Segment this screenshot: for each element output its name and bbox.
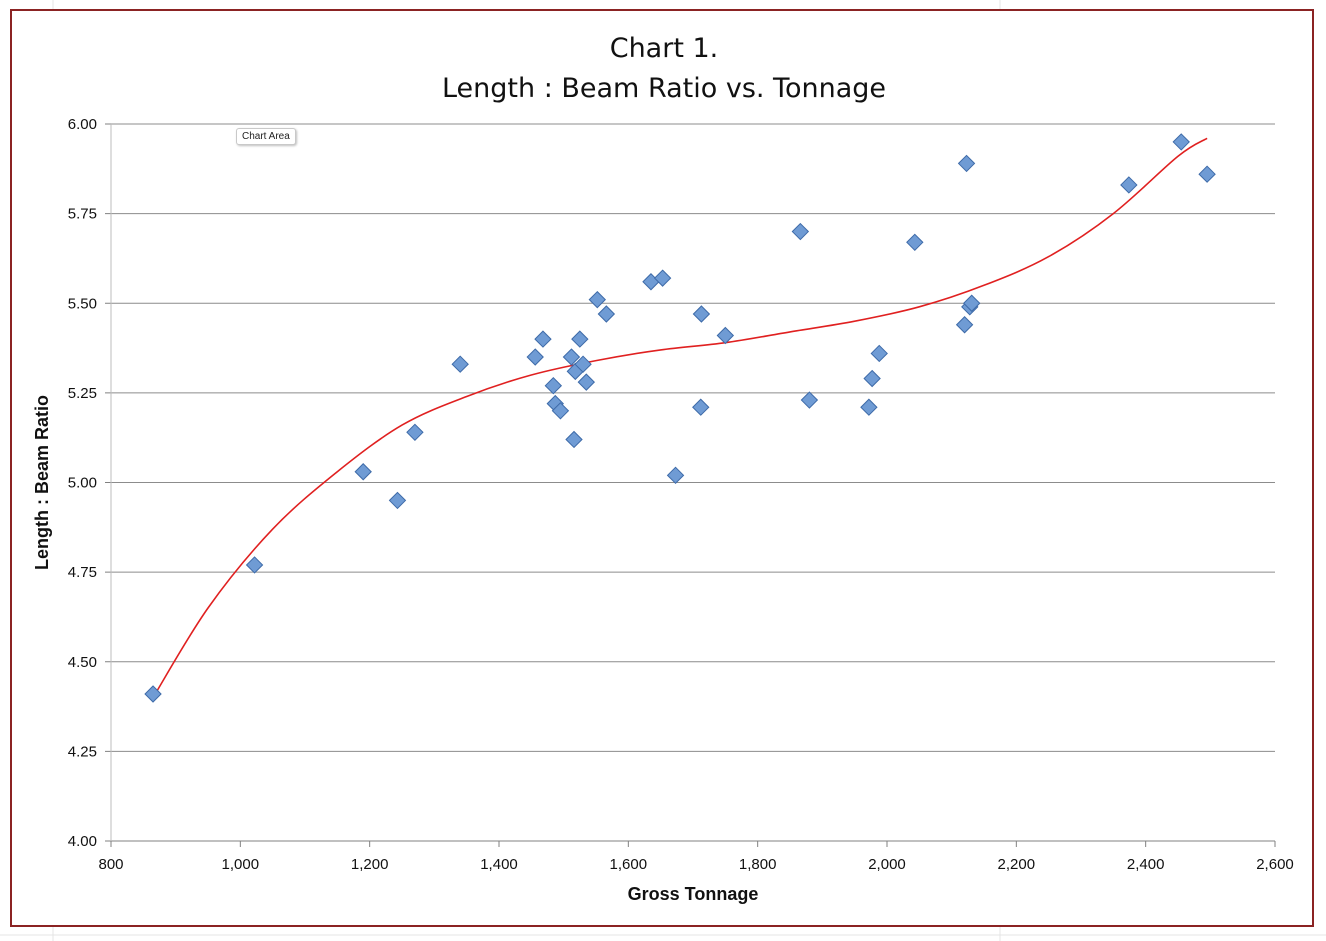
y-tick-label: 4.00 xyxy=(68,833,97,850)
data-point[interactable] xyxy=(565,430,583,449)
data-point[interactable] xyxy=(406,423,424,442)
data-point[interactable] xyxy=(562,348,581,366)
y-axis-title: Length : Beam Ratio xyxy=(32,395,52,570)
data-point[interactable] xyxy=(955,316,974,334)
data-point[interactable] xyxy=(544,376,563,395)
y-tick-label: 5.50 xyxy=(68,295,97,312)
x-tick-label: 1,800 xyxy=(739,856,777,873)
data-point[interactable] xyxy=(963,294,981,312)
x-tick-label: 1,200 xyxy=(351,856,389,873)
x-tick-label: 2,400 xyxy=(1127,856,1165,873)
chart-area[interactable]: Chart 1. Length : Beam Ratio vs. Tonnage xyxy=(10,9,1314,927)
x-tick-label: 2,600 xyxy=(1256,856,1294,873)
x-tick-label: 1,600 xyxy=(610,856,648,873)
data-point[interactable] xyxy=(1198,165,1216,183)
data-point[interactable] xyxy=(860,398,878,416)
data-point[interactable] xyxy=(716,326,735,345)
data-point[interactable] xyxy=(1172,133,1190,151)
data-point[interactable] xyxy=(144,685,162,703)
data-point[interactable] xyxy=(534,330,552,348)
data-point[interactable] xyxy=(791,222,810,241)
y-tick-label: 5.25 xyxy=(68,385,97,402)
chart-title: Chart 1. Length : Beam Ratio vs. Tonnage xyxy=(12,29,1316,109)
data-point[interactable] xyxy=(870,344,888,363)
data-point[interactable] xyxy=(692,398,710,416)
data-point[interactable] xyxy=(571,330,589,348)
data-point[interactable] xyxy=(526,348,544,366)
data-point[interactable] xyxy=(800,391,819,409)
x-axis-title: Gross Tonnage xyxy=(628,884,759,904)
y-tick-label: 5.75 xyxy=(68,206,97,223)
chart-title-line-2: Length : Beam Ratio vs. Tonnage xyxy=(441,73,886,104)
data-point[interactable] xyxy=(388,491,407,510)
data-point[interactable] xyxy=(906,233,924,252)
x-tick-label: 800 xyxy=(98,856,123,873)
data-point[interactable] xyxy=(597,305,616,323)
data-point[interactable] xyxy=(957,154,976,173)
y-tick-label: 6.00 xyxy=(68,116,97,133)
data-point[interactable] xyxy=(666,466,685,485)
data-point[interactable] xyxy=(245,556,264,574)
data-point[interactable] xyxy=(577,373,596,391)
chart-area-tooltip: Chart Area xyxy=(236,128,296,145)
data-point[interactable] xyxy=(551,402,570,420)
x-tick-label: 1,400 xyxy=(480,856,518,873)
data-point[interactable] xyxy=(451,355,469,373)
data-point[interactable] xyxy=(863,369,881,388)
data-point[interactable] xyxy=(653,269,672,287)
data-point[interactable] xyxy=(1120,176,1138,194)
data-point[interactable] xyxy=(692,305,711,323)
data-point[interactable] xyxy=(574,355,592,373)
x-tick-label: 2,200 xyxy=(998,856,1036,873)
chart-title-line-1: Chart 1. xyxy=(609,33,719,64)
trendline xyxy=(152,137,1208,699)
data-point[interactable] xyxy=(588,290,607,309)
data-point[interactable] xyxy=(354,463,372,481)
y-tick-label: 4.50 xyxy=(68,654,97,671)
y-tick-label: 5.00 xyxy=(68,475,97,492)
x-tick-label: 2,000 xyxy=(868,856,906,873)
y-tick-label: 4.25 xyxy=(68,743,97,760)
x-tick-label: 1,000 xyxy=(222,856,260,873)
y-tick-label: 4.75 xyxy=(68,564,97,581)
